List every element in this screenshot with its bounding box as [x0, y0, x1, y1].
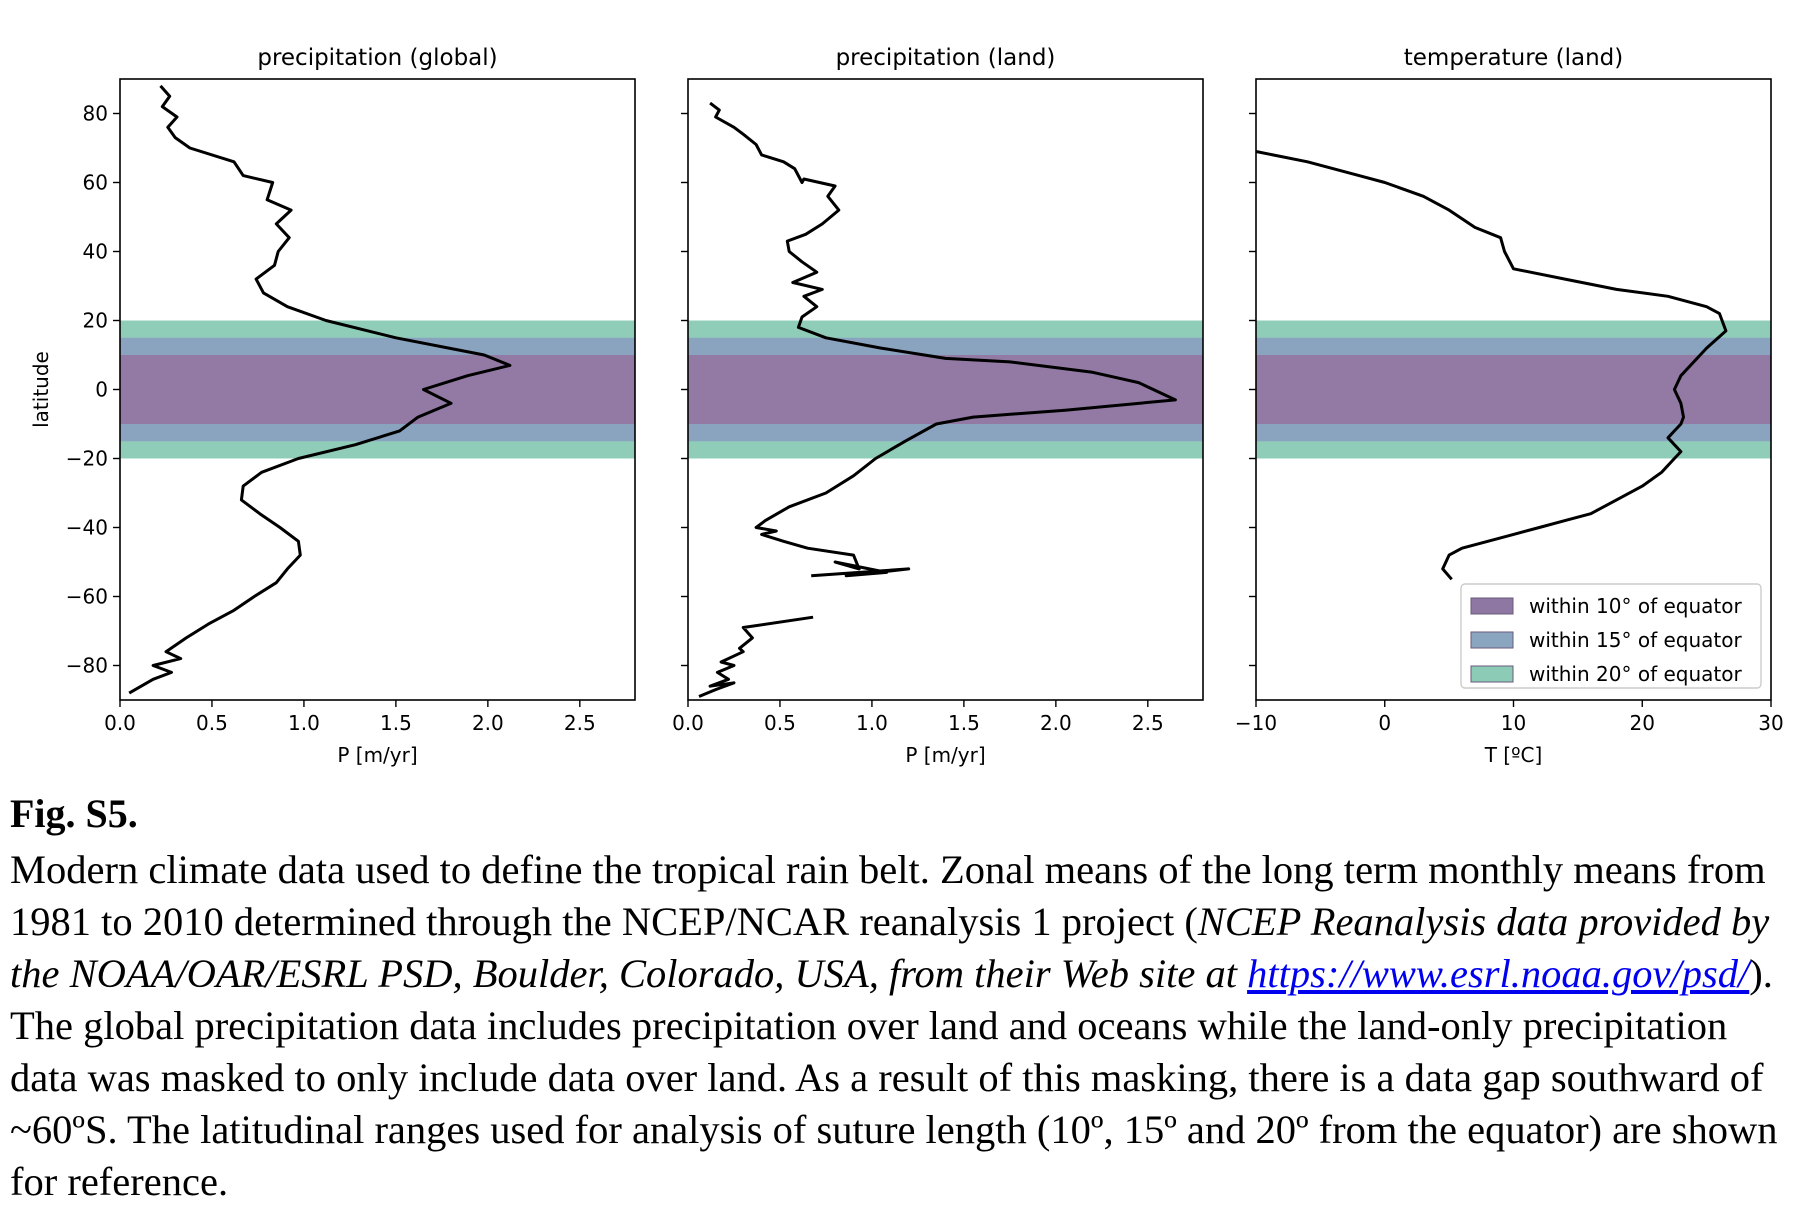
data-line-1	[709, 101, 1177, 578]
data-line-2	[698, 615, 814, 698]
x-tick-label-30: 30	[1758, 711, 1783, 735]
x-tick-label-0-0: 0.0	[672, 711, 704, 735]
caption-source-italic: NCEP Reanalysis data provided by the NOA…	[10, 899, 1769, 996]
y-tick-label-80: −80	[66, 654, 108, 678]
legend-label-3: within 20° of equator	[1529, 662, 1742, 686]
caption-source-link[interactable]: https://www.esrl.noaa.gov/psd/	[1247, 951, 1750, 996]
x-tick-label-0-0: 0.0	[104, 711, 136, 735]
y-tick-label-20: 20	[83, 309, 108, 333]
x-tick-label-10: 10	[1501, 711, 1526, 735]
x-tick-label-1-0: 1.0	[856, 711, 888, 735]
y-tick-label-40: −40	[66, 516, 108, 540]
x-tick-label-20: 20	[1630, 711, 1655, 735]
x-tick-label-2-0: 2.0	[1040, 711, 1072, 735]
legend-swatch-2	[1470, 631, 1514, 649]
panel-title: precipitation (global)	[257, 45, 497, 71]
panel-title: precipitation (land)	[836, 45, 1056, 71]
x-tick-label-1-5: 1.5	[380, 711, 412, 735]
y-tick-label-60: −60	[66, 585, 108, 609]
data-line-1	[1255, 150, 1728, 581]
x-axis-label: T [ºC]	[1484, 743, 1543, 767]
legend-label-2: within 15° of equator	[1529, 628, 1742, 652]
legend-box	[1460, 583, 1762, 689]
x-tick-label-10: −10	[1235, 711, 1277, 735]
figure-caption: Fig. S5. Modern climate data used to def…	[10, 790, 1790, 1208]
y-tick-label-60: 60	[83, 171, 108, 195]
band-within-10	[120, 355, 635, 424]
band-within-10	[1256, 355, 1771, 424]
x-tick-label-1-0: 1.0	[288, 711, 320, 735]
legend: within 10° of equator within 15° of equat…	[1460, 583, 1762, 689]
x-tick-label-1-5: 1.5	[948, 711, 980, 735]
band-within-10	[688, 355, 1203, 424]
panel-precipitation-land: 0.0 0.5 1.0 1.5 2.0 2.5 precipitation (land) P …	[672, 45, 1204, 767]
caption-text-start: Modern climate data used to define the t…	[10, 847, 1766, 944]
legend-swatch-1	[1470, 597, 1514, 615]
y-tick-label-80: 80	[83, 102, 108, 126]
y-axis-label: latitude	[29, 351, 53, 428]
panel-temperature-land: −10 0 10 20 30 temperature (land) T [ºC] within…	[1235, 45, 1784, 767]
figure-panels: 0.0 0.5 1.0 1.5 2.0 2.5 80 60 40 20 0 −20 −40 −60 −80 p…	[29, 45, 1784, 767]
x-tick-label-2-0: 2.0	[472, 711, 504, 735]
x-axis-label: P [m/yr]	[905, 743, 985, 767]
caption-text-end: ). The global precipitation data include…	[10, 951, 1778, 1204]
x-tick-label-2-5: 2.5	[564, 711, 596, 735]
y-tick-label-0: 0	[95, 378, 108, 402]
y-tick-label-20: −20	[66, 447, 108, 471]
panel-precipitation-global: 0.0 0.5 1.0 1.5 2.0 2.5 80 60 40 20 0 −20 −40 −60 −80 p…	[29, 45, 636, 767]
caption-text: Modern climate data used to define the t…	[10, 844, 1790, 1208]
panel-title: temperature (land)	[1404, 45, 1624, 71]
data-line-1	[128, 84, 512, 695]
x-tick-label-2-5: 2.5	[1132, 711, 1164, 735]
x-tick-label-0: 0	[1378, 711, 1391, 735]
figure-label: Fig. S5.	[10, 791, 138, 836]
caption-source-text: NCEP Reanalysis data provided by the NOA…	[10, 899, 1770, 996]
x-tick-label-0-5: 0.5	[196, 711, 228, 735]
legend-swatch-3	[1470, 665, 1514, 683]
legend-label-1: within 10° of equator	[1529, 594, 1742, 618]
x-tick-label-0-5: 0.5	[764, 711, 796, 735]
y-tick-label-40: 40	[83, 240, 108, 264]
x-axis-label: P [m/yr]	[337, 743, 417, 767]
